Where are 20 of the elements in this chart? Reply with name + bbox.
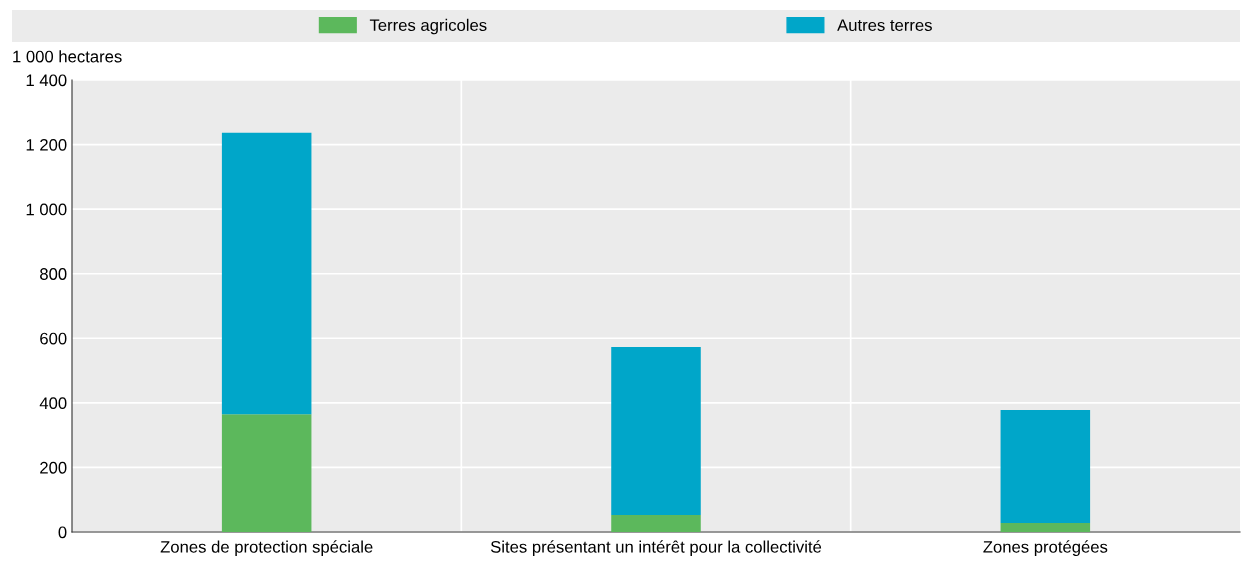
bar (1000, 409, 1091, 523)
y-axis-title: 1 000 hectares (13, 50, 122, 63)
y-tick-label: 200 (40, 461, 67, 474)
legend-label: Autres terres (837, 19, 932, 32)
y-tick-label: 0 (58, 526, 67, 539)
x-tick-label: Zones protégées (983, 540, 1108, 557)
bar (611, 347, 701, 515)
y-tick-label: 400 (39, 397, 67, 410)
y-tick-label: 1 400 (26, 74, 67, 87)
y-tick-label: 800 (40, 268, 67, 280)
legend-label: Terres agricoles (369, 18, 487, 35)
x-tick-label: Sites présentant un intérêt pour la collectivité (490, 540, 822, 557)
x-tick-label: Zones de protection spéciale (160, 540, 373, 557)
y-tick-label: 600 (40, 332, 67, 345)
bar (221, 414, 312, 532)
bar (221, 132, 312, 415)
bar (611, 514, 701, 532)
bar (1000, 522, 1091, 532)
y-tick-label: 1 000 (26, 203, 67, 216)
y-tick-label: 1 200 (26, 138, 67, 151)
